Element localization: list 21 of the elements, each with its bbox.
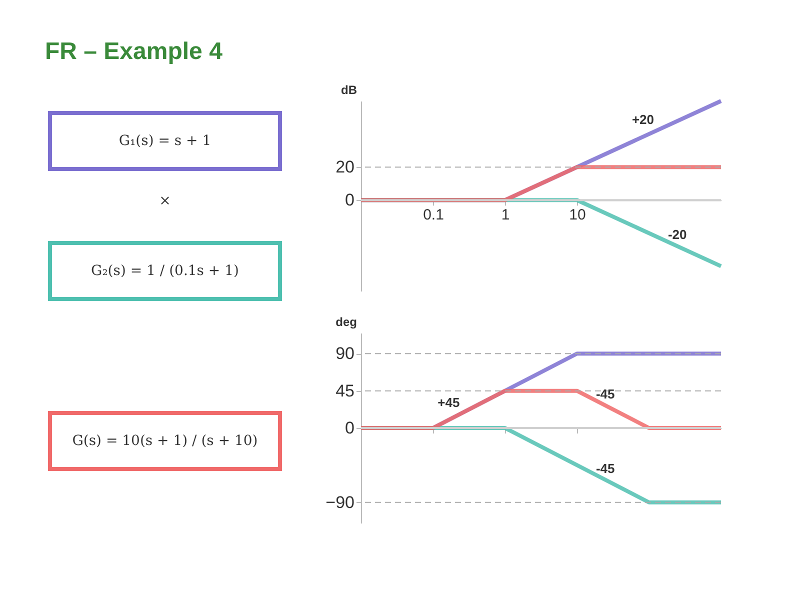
x-tick-label: 10 [569,206,586,224]
annotation: +45 [438,394,460,410]
annotation: -45 [596,386,615,402]
y-axis-title: deg [336,315,357,329]
y-tick-label: −90 [326,492,354,512]
y-tick-label: 20 [336,158,354,177]
x-tick-label: 1 [501,206,510,224]
y-tick-label: 90 [336,344,354,364]
text: G₂(s) = 1 / (0.1s + 1) [91,263,239,279]
annotation: +20 [632,112,654,128]
text: FR – Example 4 [45,38,224,65]
annotation: -45 [596,460,615,476]
y-tick-label: 45 [336,381,354,400]
annotation: -20 [668,226,687,242]
text: × [159,193,171,209]
y-tick-label: 0 [345,190,354,210]
text: G₁(s) = s + 1 [118,133,212,149]
x-tick-label: 0.1 [423,206,444,224]
text: G(s) = 10(s + 1) / (s + 10) [72,433,258,449]
y-tick-label: 0 [345,418,354,438]
y-axis-title: dB [341,83,358,97]
